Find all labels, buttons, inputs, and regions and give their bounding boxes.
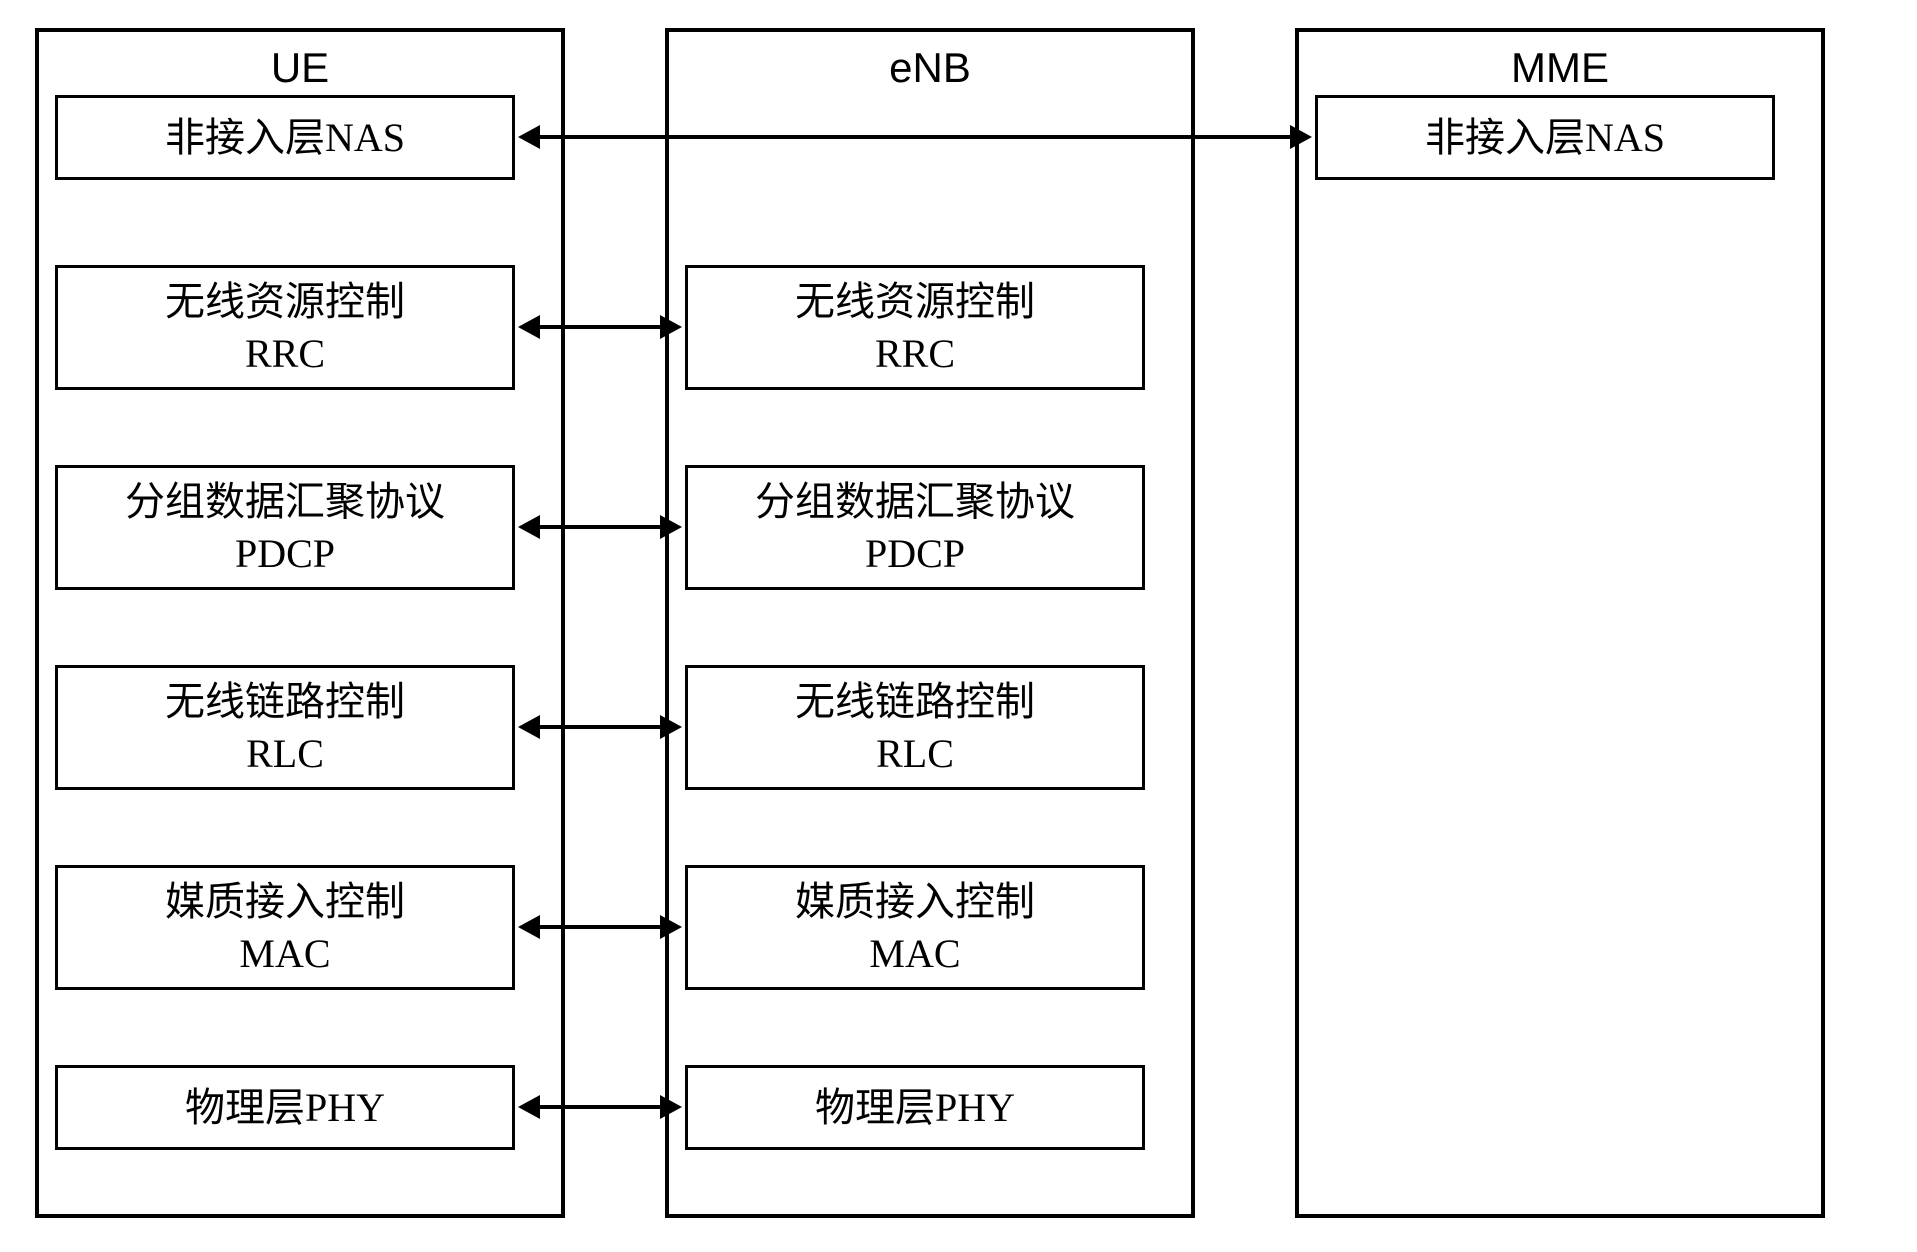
column-enb: eNB	[665, 28, 1195, 1218]
arrow-phy-arrowhead-right	[660, 1095, 682, 1119]
layer-ue-phy: 物理层PHY	[55, 1065, 515, 1150]
arrow-mac-arrowhead-left	[518, 915, 540, 939]
layer-text-line1: 物理层PHY	[185, 1082, 385, 1134]
layer-enb-rrc: 无线资源控制RRC	[685, 265, 1145, 390]
layer-text-line2: MAC	[239, 928, 330, 980]
column-title-ue: UE	[39, 32, 561, 104]
arrow-pdcp-arrowhead-left	[518, 515, 540, 539]
arrow-rlc-arrowhead-left	[518, 715, 540, 739]
layer-text-line1: 物理层PHY	[815, 1082, 1015, 1134]
column-mme: MME	[1295, 28, 1825, 1218]
arrow-rlc-arrowhead-right	[660, 715, 682, 739]
layer-text-line2: RRC	[245, 328, 325, 380]
layer-enb-pdcp: 分组数据汇聚协议PDCP	[685, 465, 1145, 590]
arrow-pdcp-arrowhead-right	[660, 515, 682, 539]
layer-text-line2: RLC	[876, 728, 954, 780]
arrow-rlc-line	[538, 725, 662, 729]
layer-text-line1: 分组数据汇聚协议	[755, 476, 1075, 528]
layer-enb-rlc: 无线链路控制RLC	[685, 665, 1145, 790]
layer-text-line2: RRC	[875, 328, 955, 380]
column-title-enb: eNB	[669, 32, 1191, 104]
arrow-rrc-arrowhead-right	[660, 315, 682, 339]
arrow-mac-arrowhead-right	[660, 915, 682, 939]
layer-text-line2: RLC	[246, 728, 324, 780]
layer-text-line1: 无线资源控制	[165, 276, 405, 328]
layer-text-line2: PDCP	[865, 528, 965, 580]
arrow-rrc-line	[538, 325, 662, 329]
layer-text-line1: 非接入层NAS	[1425, 112, 1665, 164]
layer-enb-mac: 媒质接入控制MAC	[685, 865, 1145, 990]
layer-ue-mac: 媒质接入控制MAC	[55, 865, 515, 990]
arrow-nas-arrowhead-left	[518, 125, 540, 149]
layer-text-line1: 无线链路控制	[165, 676, 405, 728]
layer-ue-rlc: 无线链路控制RLC	[55, 665, 515, 790]
layer-enb-phy: 物理层PHY	[685, 1065, 1145, 1150]
layer-text-line1: 媒质接入控制	[795, 876, 1035, 928]
layer-mme-nas: 非接入层NAS	[1315, 95, 1775, 180]
protocol-stack-diagram: UE非接入层NAS无线资源控制RRC分组数据汇聚协议PDCP无线链路控制RLC媒…	[20, 20, 1897, 1232]
arrow-nas-line	[538, 135, 1292, 139]
layer-text-line1: 无线链路控制	[795, 676, 1035, 728]
layer-text-line2: MAC	[869, 928, 960, 980]
layer-ue-pdcp: 分组数据汇聚协议PDCP	[55, 465, 515, 590]
arrow-phy-line	[538, 1105, 662, 1109]
layer-ue-rrc: 无线资源控制RRC	[55, 265, 515, 390]
arrow-phy-arrowhead-left	[518, 1095, 540, 1119]
layer-text-line2: PDCP	[235, 528, 335, 580]
arrow-nas-arrowhead-right	[1290, 125, 1312, 149]
layer-text-line1: 分组数据汇聚协议	[125, 476, 445, 528]
layer-ue-nas: 非接入层NAS	[55, 95, 515, 180]
layer-text-line1: 非接入层NAS	[165, 112, 405, 164]
arrow-rrc-arrowhead-left	[518, 315, 540, 339]
arrow-pdcp-line	[538, 525, 662, 529]
column-title-mme: MME	[1299, 32, 1821, 104]
column-ue: UE	[35, 28, 565, 1218]
layer-text-line1: 媒质接入控制	[165, 876, 405, 928]
layer-text-line1: 无线资源控制	[795, 276, 1035, 328]
arrow-mac-line	[538, 925, 662, 929]
